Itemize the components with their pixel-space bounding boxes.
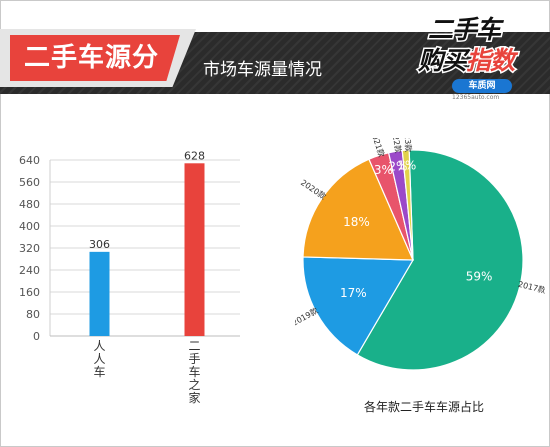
header-title: 二手车源分析 xyxy=(10,35,180,81)
logo-line1: 二手车 xyxy=(426,14,502,46)
logo-badge: 车质网 xyxy=(452,79,512,93)
y-tick-label: 640 xyxy=(19,154,40,167)
y-tick-label: 240 xyxy=(19,264,40,277)
x-tick-label: 二手车之家 xyxy=(188,339,200,405)
y-tick-label: 160 xyxy=(19,286,40,299)
pie-chart-title: 各年款二手车车源占比 xyxy=(363,400,484,414)
pie-slice xyxy=(401,149,414,261)
header-subtitle: 市场车源量情况 xyxy=(203,60,322,80)
pie-value-label: 17% xyxy=(340,286,367,300)
bar-chart: 0 80 160 240 320 400 480 560 640 306 人人车 628 二手车之家 xyxy=(19,149,240,405)
y-tick-label: 0 xyxy=(33,330,40,343)
pie-value-label: 59% xyxy=(466,270,493,284)
logo-url: 12365auto.com xyxy=(452,94,500,101)
y-tick-label: 480 xyxy=(19,198,40,211)
pie-category-label: 2023款 xyxy=(402,138,414,153)
y-tick-label: 320 xyxy=(19,242,40,255)
pie-slice xyxy=(302,158,414,261)
pie-value-label: 1% xyxy=(397,159,416,173)
logo-line2a: 购买 xyxy=(416,45,468,77)
pie-value-label: 18% xyxy=(343,215,370,229)
bar-data-label: 306 xyxy=(89,238,110,251)
y-tick-label: 560 xyxy=(19,176,40,189)
y-tick-label: 80 xyxy=(26,308,40,321)
x-tick-label: 人人车 xyxy=(93,339,105,379)
brand-logo: 二手车 购买指数 车质网 12365auto.com xyxy=(408,8,536,102)
y-tick-label: 400 xyxy=(19,220,40,233)
pie-category-label: 2017款 xyxy=(517,279,545,296)
pie-category-label: 2020款 xyxy=(299,177,328,201)
pie-slice xyxy=(356,149,524,371)
logo-line2: 购买指数 xyxy=(416,41,517,77)
pie-category-label: 2021款 xyxy=(369,138,387,158)
pie-value-label: 2% xyxy=(388,160,407,174)
bar-data-label: 628 xyxy=(184,149,205,162)
bar xyxy=(89,251,110,336)
pie-value-label: 3% xyxy=(374,163,393,177)
pie-slice xyxy=(302,256,415,356)
bar xyxy=(184,163,205,336)
logo-line2b: 指数 xyxy=(465,45,517,77)
pie-category-label: 2022款 xyxy=(389,138,403,154)
pie-category-label: 2019款 xyxy=(295,305,320,327)
